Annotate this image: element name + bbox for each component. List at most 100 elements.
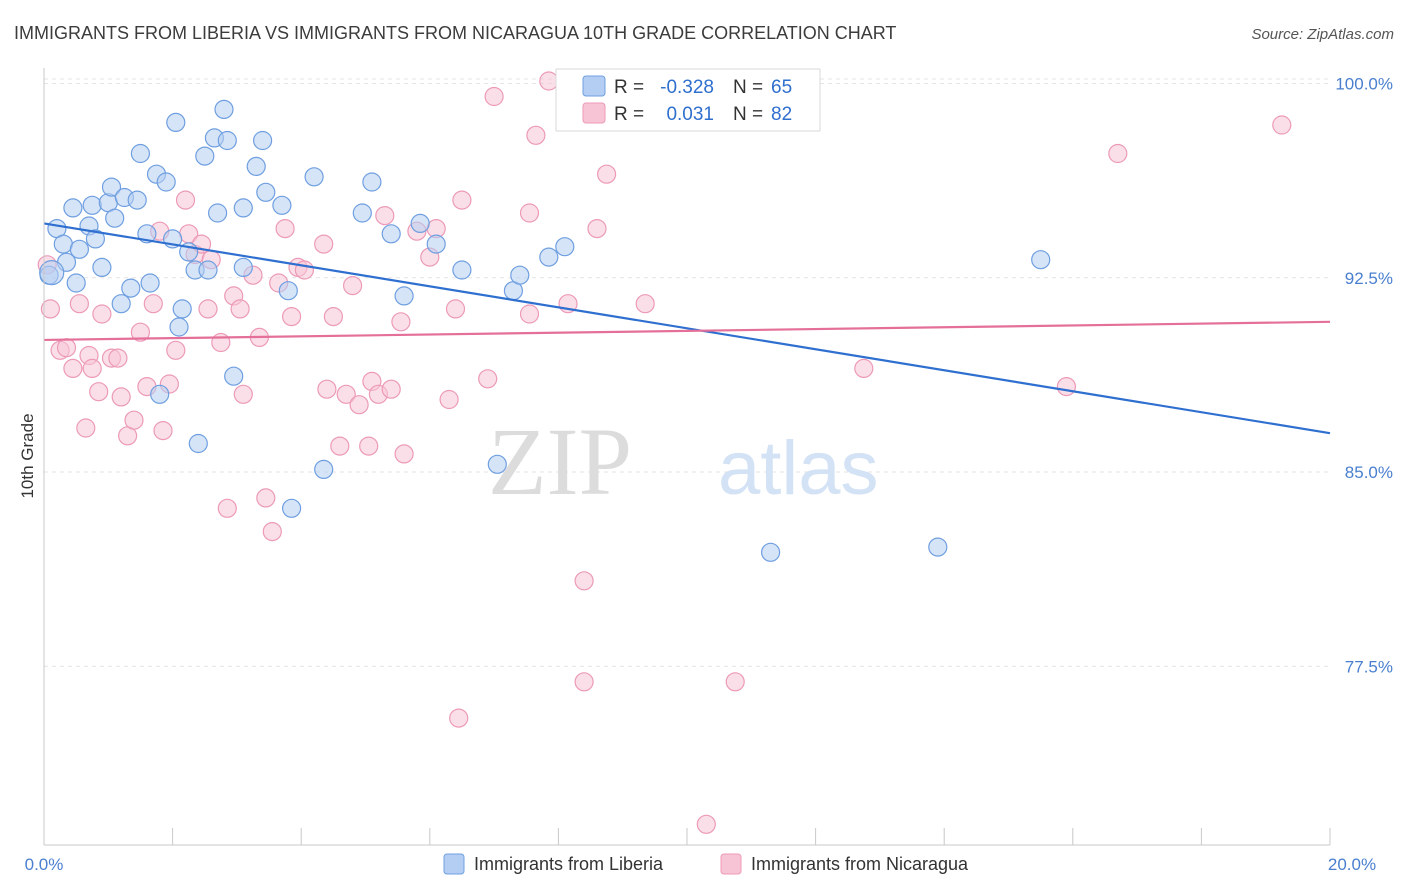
liberia-point-61 xyxy=(760,542,781,562)
nicaragua-point-6 xyxy=(76,418,96,438)
nicaragua-point-47 xyxy=(336,384,356,404)
liberia-point-53 xyxy=(426,234,446,254)
x-tick-label-max: 20.0% xyxy=(1328,855,1376,874)
nicaragua-point-74 xyxy=(596,164,617,184)
nicaragua-point-78 xyxy=(854,358,874,378)
legend-n-value-liberia: 65 xyxy=(771,77,792,98)
liberia-point-50 xyxy=(381,224,401,244)
liberia-point-45 xyxy=(282,498,302,518)
chart-title: IMMIGRANTS FROM LIBERIA VS IMMIGRANTS FR… xyxy=(14,23,896,43)
nicaragua-point-29 xyxy=(211,332,231,353)
legend-r-value-liberia: -0.328 xyxy=(660,77,714,98)
liberia-point-22 xyxy=(150,384,170,404)
liberia-point-18 xyxy=(130,143,150,164)
legend-top-swatch-nicaragua xyxy=(582,102,606,124)
nicaragua-point-49 xyxy=(349,395,369,415)
nicaragua-point-4 xyxy=(63,358,83,378)
liberia-point-47 xyxy=(314,459,334,479)
nicaragua-point-66 xyxy=(519,203,540,223)
nicaragua-point-16 xyxy=(130,322,150,342)
nicaragua-point-65 xyxy=(484,86,504,107)
liberia-point-8 xyxy=(82,195,102,215)
nicaragua-point-9 xyxy=(89,382,109,402)
nicaragua-point-67 xyxy=(519,304,540,324)
series-liberia-points xyxy=(37,71,1292,834)
nicaragua-point-43 xyxy=(314,234,334,254)
liberia-point-13 xyxy=(105,208,125,228)
y-tick-label-1: 92.5% xyxy=(1345,269,1393,288)
liberia-point-14 xyxy=(111,294,131,314)
nicaragua-point-69 xyxy=(539,71,559,91)
legend-top-swatch-liberia xyxy=(582,75,606,97)
liberia-point-55 xyxy=(487,454,507,474)
liberia-point-31 xyxy=(195,146,215,166)
liberia-point-25 xyxy=(166,112,186,133)
liberia-point-26 xyxy=(169,317,189,337)
nicaragua-point-61 xyxy=(445,299,466,319)
nicaragua-point-72 xyxy=(574,672,594,692)
nicaragua-point-42 xyxy=(294,260,314,280)
nicaragua-point-53 xyxy=(375,206,395,226)
nicaragua-point-39 xyxy=(275,219,295,239)
liberia-point-63 xyxy=(1031,250,1051,270)
legend-top: R = -0.328 N = 65 R = 0.031 N = 82 xyxy=(555,68,821,132)
liberia-point-52 xyxy=(410,213,430,233)
nicaragua-point-81 xyxy=(1272,115,1292,135)
nicaragua-point-40 xyxy=(282,307,302,327)
legend-r-label-nicaragua: R = xyxy=(614,104,644,125)
liberia-point-42 xyxy=(256,182,276,202)
nicaragua-point-13 xyxy=(111,387,131,407)
legend-r-label-liberia: R = xyxy=(614,77,644,98)
liberia-point-6 xyxy=(69,239,90,259)
x-axis-ticks xyxy=(43,828,1331,845)
liberia-point-20 xyxy=(140,273,160,293)
nicaragua-point-30 xyxy=(217,498,237,518)
nicaragua-point-77 xyxy=(725,672,745,692)
liberia-point-2 xyxy=(53,234,73,254)
liberia-point-48 xyxy=(352,203,372,223)
nicaragua-point-75 xyxy=(635,294,655,314)
liberia-point-10 xyxy=(92,257,112,277)
nicaragua-point-44 xyxy=(317,379,337,399)
legend-label-nicaragua: Immigrants from Nicaragua xyxy=(751,854,969,874)
legend-swatch-liberia xyxy=(443,853,465,875)
nicaragua-point-62 xyxy=(449,708,469,728)
liberia-point-36 xyxy=(217,130,237,151)
liberia-point-32 xyxy=(198,260,218,280)
liberia-point-49 xyxy=(362,172,382,192)
nicaragua-point-27 xyxy=(198,299,218,319)
liberia-point-30 xyxy=(188,433,208,454)
liberia-point-46 xyxy=(304,167,324,187)
nicaragua-point-48 xyxy=(343,276,363,296)
liberia-point-44 xyxy=(278,281,298,301)
liberia-point-43 xyxy=(272,195,292,215)
liberia-point-19 xyxy=(137,224,157,244)
legend-label-liberia: Immigrants from Liberia xyxy=(474,854,664,874)
chart-source: Source: ZipAtlas.com xyxy=(1251,26,1394,43)
nicaragua-point-12 xyxy=(108,348,128,368)
legend-r-value-nicaragua: 0.031 xyxy=(666,104,714,125)
nicaragua-point-1 xyxy=(40,299,61,319)
nicaragua-point-3 xyxy=(56,338,77,358)
nicaragua-point-60 xyxy=(439,389,459,410)
nicaragua-point-8 xyxy=(82,358,102,378)
nicaragua-point-5 xyxy=(69,294,90,314)
nicaragua-point-55 xyxy=(391,312,411,332)
liberia-point-62 xyxy=(928,537,948,557)
nicaragua-point-32 xyxy=(230,299,250,319)
legend-n-label-liberia: N = xyxy=(733,77,763,98)
liberia-point-64 xyxy=(39,260,65,286)
nicaragua-point-23 xyxy=(175,190,196,210)
x-tick-label-min: 0.0% xyxy=(25,855,64,874)
nicaragua-point-18 xyxy=(143,294,163,314)
liberia-point-23 xyxy=(156,172,176,192)
nicaragua-point-15 xyxy=(124,410,144,430)
trend-line-nicaragua xyxy=(43,320,1331,342)
liberia-point-27 xyxy=(172,299,192,319)
liberia-point-35 xyxy=(214,99,234,120)
nicaragua-point-80 xyxy=(1108,143,1128,164)
series-nicaragua-points xyxy=(39,68,1051,562)
nicaragua-point-63 xyxy=(452,190,472,210)
liberia-point-58 xyxy=(539,247,559,267)
